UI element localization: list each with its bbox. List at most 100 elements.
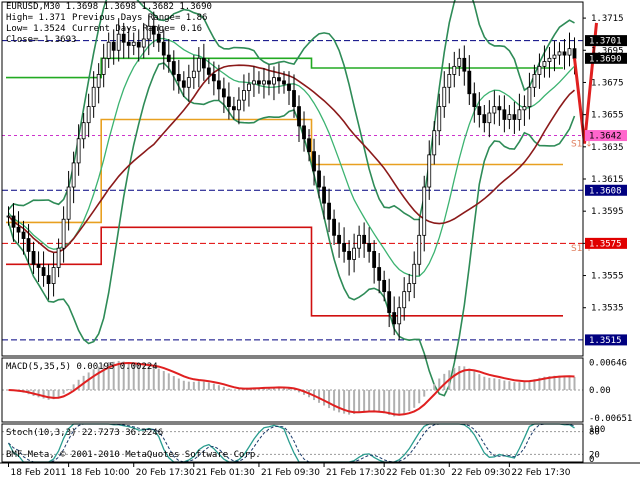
candle-body bbox=[171, 61, 176, 75]
price-label-box bbox=[585, 130, 627, 142]
candle-body bbox=[221, 88, 226, 98]
copyright-footer: BMF-Meta, © 2001-2010 MetaQuotes Softwar… bbox=[6, 450, 261, 460]
candle-body bbox=[287, 83, 291, 91]
candle-body bbox=[116, 33, 121, 51]
price-frame bbox=[1, 1, 584, 357]
candle-body bbox=[277, 77, 281, 82]
middle-band-line bbox=[8, 37, 575, 277]
price-tick-label: 1.3535 bbox=[591, 304, 624, 314]
candle-body bbox=[447, 74, 452, 88]
slow-ma-line bbox=[7, 64, 576, 254]
lower-band-line bbox=[7, 62, 576, 397]
candle-body bbox=[76, 138, 81, 164]
price-label-box bbox=[585, 52, 627, 64]
candle-body bbox=[226, 96, 231, 107]
candle-body bbox=[86, 106, 91, 124]
candle-body bbox=[262, 80, 266, 85]
candle-body bbox=[517, 109, 522, 120]
price-label: 1.3701 bbox=[589, 37, 622, 47]
candle-body bbox=[201, 57, 206, 69]
macd-tick-label: 0.00646 bbox=[589, 358, 627, 368]
candle-body bbox=[512, 114, 517, 120]
candle-body bbox=[156, 33, 161, 43]
candle-body bbox=[442, 86, 447, 107]
candle-body bbox=[542, 61, 547, 67]
price-tick-label: 1.3675 bbox=[591, 78, 624, 88]
candle-body bbox=[297, 106, 301, 127]
candle-body bbox=[457, 57, 462, 67]
candle-body bbox=[247, 83, 251, 91]
candle-body bbox=[51, 267, 56, 284]
time-tick-label: 22 Feb 01:30 bbox=[386, 468, 445, 478]
price-label-box bbox=[585, 334, 627, 346]
candle-body bbox=[507, 114, 512, 120]
candle-body bbox=[41, 267, 46, 276]
candle-body bbox=[242, 90, 246, 101]
candle-body bbox=[307, 138, 311, 153]
stoch-tick-label: 0 bbox=[589, 455, 594, 465]
candle-body bbox=[552, 54, 557, 59]
candle-body bbox=[46, 275, 51, 284]
price-label-box bbox=[585, 237, 627, 249]
channel-level-line bbox=[6, 226, 563, 317]
candle-body bbox=[206, 67, 211, 75]
candle-body bbox=[502, 109, 507, 120]
candle-body bbox=[211, 74, 216, 82]
candle-body bbox=[302, 125, 306, 140]
candle-body bbox=[292, 90, 296, 107]
candle-body bbox=[532, 74, 537, 88]
price-label-box bbox=[585, 35, 627, 47]
candle-body bbox=[317, 170, 321, 188]
candle-body bbox=[16, 226, 21, 233]
candle-body bbox=[397, 307, 402, 325]
macd-label: MACD(5,35,5) 0.00195 0.00224 bbox=[6, 362, 158, 372]
candle-body bbox=[216, 80, 221, 90]
candle-body bbox=[492, 106, 497, 114]
candle-body bbox=[567, 48, 572, 56]
candle-body bbox=[372, 251, 377, 268]
candle-body bbox=[272, 77, 276, 85]
candle-body bbox=[467, 70, 472, 95]
candle-body bbox=[482, 114, 487, 124]
stoch-label: Stoch(10,3,3) 22.7273 36.2246 bbox=[6, 428, 164, 438]
candle-body bbox=[121, 33, 126, 43]
candle-body bbox=[36, 263, 41, 268]
candle-body bbox=[377, 267, 382, 281]
candle-body bbox=[392, 312, 397, 325]
close-readout: Close= 1.3693 bbox=[6, 35, 77, 45]
candle-body bbox=[161, 41, 166, 56]
upper-band-line bbox=[7, 0, 575, 221]
candle-body bbox=[527, 86, 532, 107]
candle-body bbox=[497, 106, 502, 111]
time-tick-label: 18 Feb 2011 bbox=[11, 468, 67, 478]
macd-panel bbox=[2, 360, 583, 417]
candle-body bbox=[106, 41, 111, 59]
candle-body bbox=[66, 186, 71, 220]
candle-body bbox=[131, 41, 136, 46]
stoch-tick-label: 80 bbox=[589, 428, 600, 438]
candle-body bbox=[522, 106, 527, 111]
price-tick-label: 1.3655 bbox=[591, 111, 624, 121]
candle-body bbox=[357, 234, 362, 249]
candle-body bbox=[191, 70, 196, 79]
candle-body bbox=[557, 51, 562, 56]
candle-body bbox=[257, 80, 261, 85]
candle-body bbox=[387, 291, 392, 313]
candle-body bbox=[312, 151, 316, 172]
stoch-tick-label: 20 bbox=[589, 450, 600, 460]
candle-body bbox=[362, 234, 367, 244]
previous-days-range: Previous Days Range= 1.86 bbox=[72, 13, 208, 23]
time-tick-label: 18 Feb 10:00 bbox=[71, 468, 130, 478]
candle-body bbox=[56, 247, 61, 268]
candle-body bbox=[61, 218, 66, 249]
candle-body bbox=[181, 80, 186, 88]
candle-body bbox=[136, 41, 141, 48]
candle-body bbox=[477, 106, 482, 116]
candle-body bbox=[472, 93, 477, 107]
candle-body bbox=[196, 57, 201, 72]
candle-body bbox=[452, 65, 457, 75]
candle-body bbox=[382, 279, 387, 293]
candle-body bbox=[176, 74, 181, 82]
